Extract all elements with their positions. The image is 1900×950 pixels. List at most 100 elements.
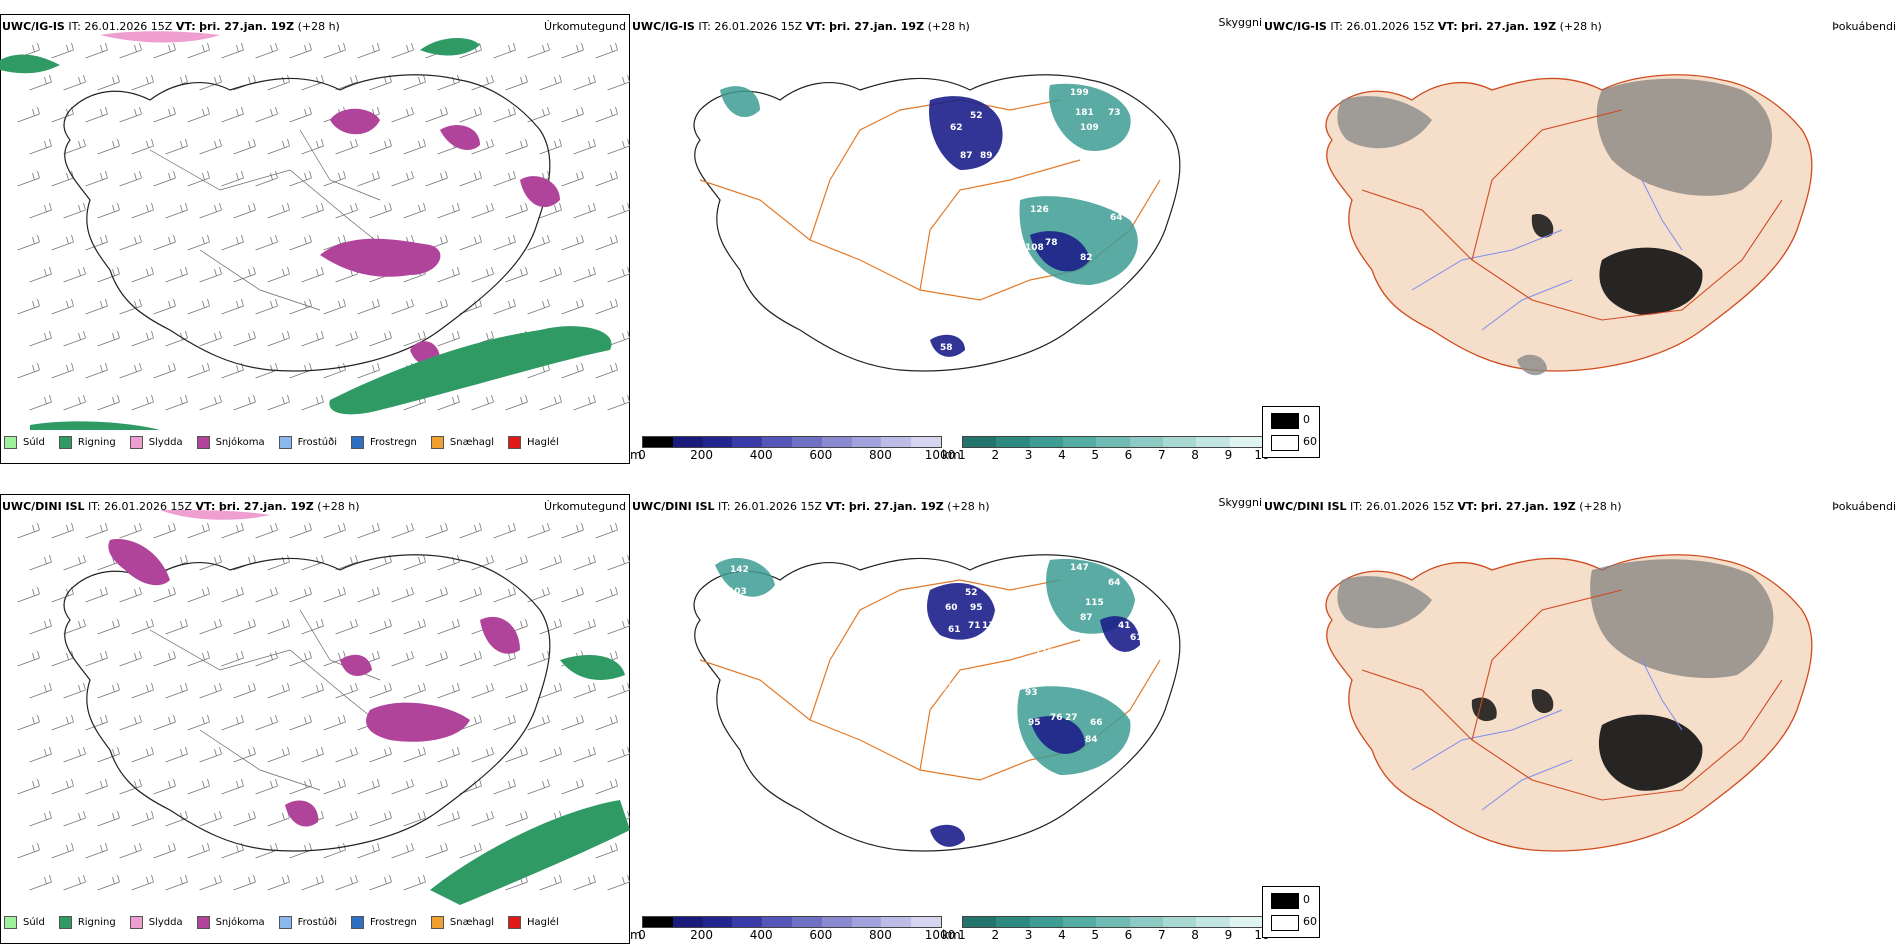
wind-barb xyxy=(17,842,40,859)
legend-label: Haglél xyxy=(527,437,559,448)
wind-barb xyxy=(459,170,482,187)
station-value: 61 xyxy=(948,625,961,635)
fog-index-panel: UWC/IG-IS IT: 26.01.2026 15Z VT: þri. 27… xyxy=(1262,10,1898,470)
wind-barb xyxy=(323,842,346,859)
tick-label: 8 xyxy=(1191,928,1199,942)
wind-barb xyxy=(119,106,142,123)
legend-item: Haglél xyxy=(508,916,559,929)
wind-barb xyxy=(289,42,312,59)
wind-barb xyxy=(561,778,584,795)
wind-barb xyxy=(323,778,346,795)
wind-barb xyxy=(301,202,324,219)
tick-label: 0 xyxy=(638,928,646,942)
wind-barb xyxy=(573,74,596,91)
legend-item: Frostregn xyxy=(351,916,417,929)
wind-barb xyxy=(607,74,630,91)
wind-barb xyxy=(289,522,312,539)
wind-barb xyxy=(267,74,290,91)
wind-barb xyxy=(119,522,142,539)
wind-barb xyxy=(51,234,74,251)
wind-barb xyxy=(403,874,426,891)
wind-barb xyxy=(459,842,482,859)
wind-barb xyxy=(153,842,176,859)
station-value: 93 xyxy=(1025,688,1038,698)
wind-barb xyxy=(493,298,516,315)
wind-barb xyxy=(221,778,244,795)
wind-barb xyxy=(199,618,222,635)
wind-barb xyxy=(153,298,176,315)
wind-barb xyxy=(165,874,188,891)
variable-name: Úrkomutegund xyxy=(544,20,626,33)
vt-value: þri. 27.jan. 19Z xyxy=(848,500,944,513)
sleet-area xyxy=(100,31,220,43)
iceland-coastline xyxy=(63,74,551,372)
wind-barb xyxy=(233,810,256,827)
visibility-colorbar: km 1 2 3 4 5 6 7 8 9 10 xyxy=(940,916,1270,942)
it-value: 26.01.2026 15Z xyxy=(1346,20,1435,33)
wind-barb xyxy=(335,138,358,155)
wind-barb xyxy=(595,170,618,187)
wind-barb xyxy=(595,298,618,315)
wind-barb xyxy=(199,810,222,827)
precip-frame xyxy=(0,14,630,464)
station-value: 142 xyxy=(730,565,749,575)
vt-value: þri. 27.jan. 19Z xyxy=(218,500,314,513)
wind-barb xyxy=(437,618,460,635)
it-label: IT: xyxy=(718,500,731,513)
wind-barb xyxy=(63,810,86,827)
model-name: UWC/DINI ISL xyxy=(1264,500,1347,513)
wind-barb xyxy=(539,394,562,411)
wind-barb xyxy=(607,266,630,283)
it-value: 26.01.2026 15Z xyxy=(1366,500,1455,513)
iceland-coastline xyxy=(693,74,1181,372)
panel-header: UWC/IG-IS IT: 26.01.2026 15Z VT: þri. 27… xyxy=(632,20,970,33)
visibility-area xyxy=(1030,231,1090,272)
wind-barb xyxy=(561,170,584,187)
it-value: 26.01.2026 15Z xyxy=(734,500,823,513)
wind-barb xyxy=(187,714,210,731)
legend-swatch xyxy=(196,916,210,929)
tick-label: 600 xyxy=(809,928,833,942)
legend-label: Frostúði xyxy=(297,917,337,928)
wind-barb xyxy=(233,138,256,155)
station-label-group: 142 103 60 61 71 111 52 95 147 64 115 87… xyxy=(728,563,1143,788)
wind-barb xyxy=(199,138,222,155)
wind-barb xyxy=(97,138,120,155)
visibility-area xyxy=(1030,716,1085,754)
lead-time: (+28 h) xyxy=(947,500,990,513)
wind-barb xyxy=(335,810,358,827)
vt-label: VT: xyxy=(1437,20,1458,33)
wind-barb xyxy=(255,714,278,731)
wind-barb xyxy=(425,586,448,603)
wind-barb xyxy=(607,554,630,571)
sleet-area xyxy=(160,510,270,520)
wind-barb xyxy=(255,42,278,59)
wind-barb xyxy=(595,234,618,251)
wind-barb xyxy=(165,618,188,635)
wind-barb xyxy=(63,138,86,155)
legend-label: Slydda xyxy=(148,917,183,928)
legend-item: Slydda xyxy=(129,436,183,449)
legend-swatch xyxy=(351,436,364,449)
iceland-coastline xyxy=(693,554,1181,852)
fog-legend-swatch xyxy=(1271,435,1299,451)
station-value: 37 xyxy=(1055,778,1068,788)
interior-lines xyxy=(149,609,401,791)
wind-barb xyxy=(63,554,86,571)
snow-area xyxy=(108,539,170,586)
wind-barb xyxy=(505,394,528,411)
wind-barb xyxy=(425,842,448,859)
wind-barb xyxy=(233,682,256,699)
wind-barb xyxy=(301,74,324,91)
wind-barb xyxy=(471,394,494,411)
station-value: 73 xyxy=(1108,108,1121,118)
wind-barb xyxy=(437,266,460,283)
precip-map xyxy=(17,510,630,905)
wind-barb xyxy=(221,42,244,59)
elevation-unit: m xyxy=(630,448,642,462)
wind-barb xyxy=(119,650,142,667)
legend-item: Frostúði xyxy=(278,916,337,929)
tick-label: 800 xyxy=(868,928,892,942)
station-value: 111 xyxy=(982,621,1001,631)
fog-area-grey xyxy=(1596,78,1772,196)
